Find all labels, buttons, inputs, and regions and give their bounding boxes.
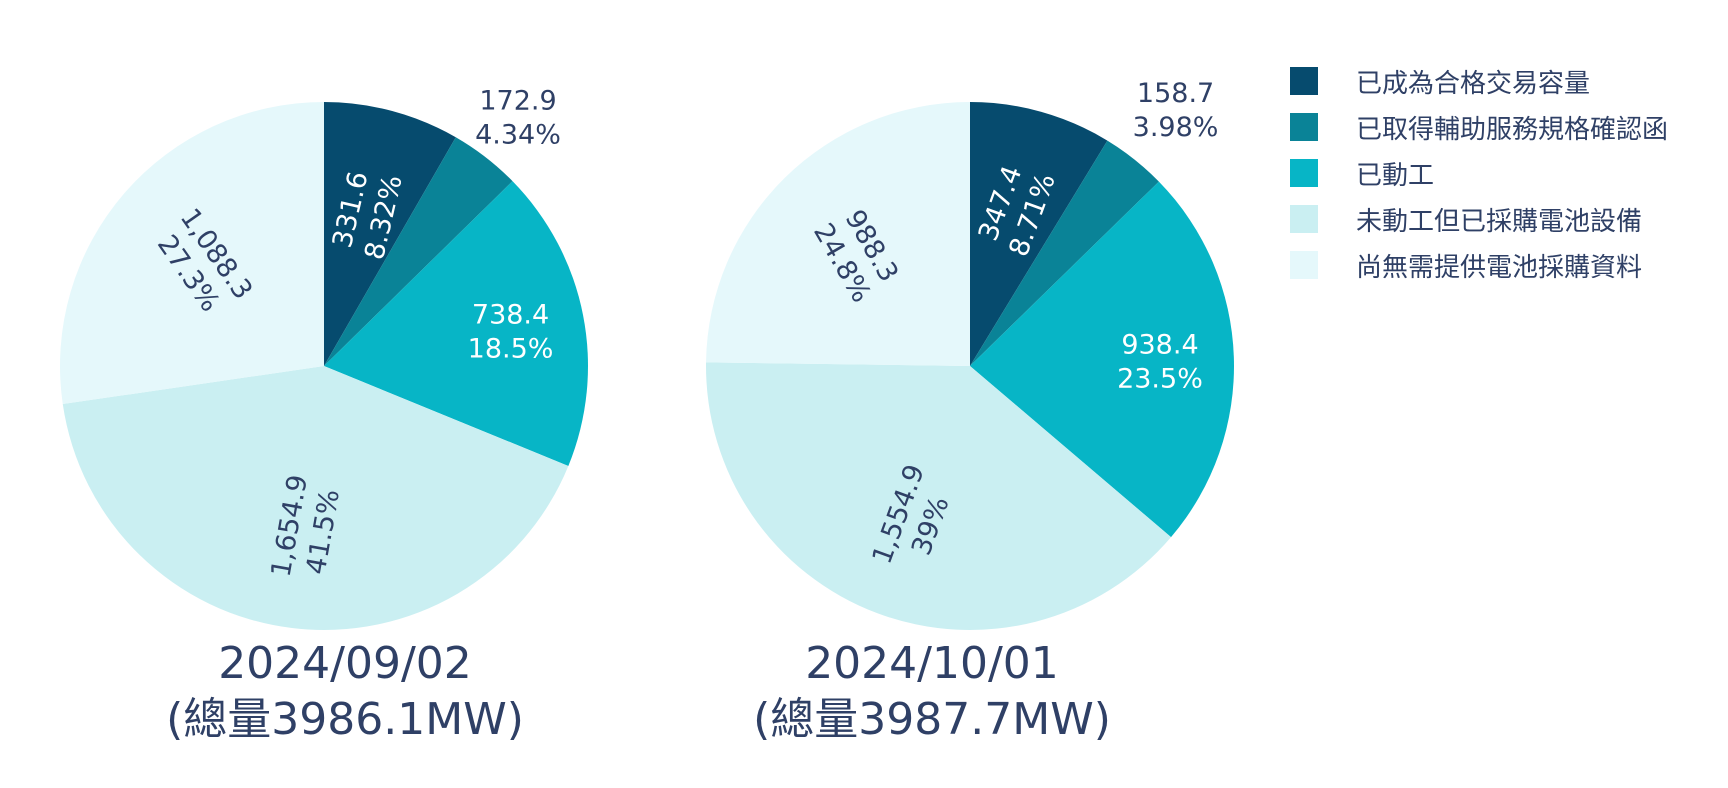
slice-percent-label: 23.5% xyxy=(1117,364,1203,395)
pie-2-slice-no-data-needed[interactable] xyxy=(706,102,970,366)
legend-label: 已取得輔助服務規格確認函 xyxy=(1356,114,1669,145)
pie-2-slice-construction-started[interactable] xyxy=(970,181,1234,538)
slice-percent-label: 18.5% xyxy=(468,333,554,364)
pie-1-label-construction-started: 738.418.5% xyxy=(468,299,554,364)
pie-1-title: 2024/09/02 (總量3986.1MW) xyxy=(45,636,645,748)
slice-value-label: 158.7 xyxy=(1137,78,1214,109)
legend-swatch xyxy=(1290,159,1318,187)
legend-swatch xyxy=(1290,67,1318,95)
pie-1-label-spec-confirmed: 172.94.34% xyxy=(475,86,561,151)
legend-label: 已動工 xyxy=(1356,160,1435,191)
legend: 已成為合格交易容量 已取得輔助服務規格確認函 已動工 未動工但已採購電池設備 尚… xyxy=(1290,58,1668,288)
legend-item-qualified[interactable]: 已成為合格交易容量 xyxy=(1290,58,1668,104)
legend-label: 未動工但已採購電池設備 xyxy=(1356,206,1643,237)
pie-1-title-date: 2024/09/02 xyxy=(218,638,472,689)
pie-2-slice-battery-purchased[interactable] xyxy=(706,362,1172,630)
legend-item-no-data-needed[interactable]: 尚無需提供電池採購資料 xyxy=(1290,242,1668,288)
pie-2-label-spec-confirmed: 158.73.98% xyxy=(1133,78,1219,143)
pie-1-slice-spec-confirmed[interactable] xyxy=(324,137,513,366)
pie-1-title-total: (總量3986.1MW) xyxy=(166,694,524,745)
legend-swatch xyxy=(1290,251,1318,279)
pie-1-slice-battery-purchased[interactable] xyxy=(62,366,569,631)
pie-2-title-date: 2024/10/01 xyxy=(805,638,1059,689)
slice-value-label: 738.4 xyxy=(472,299,549,330)
pie-2-slice-qualified[interactable] xyxy=(970,102,1108,366)
pie-1-slice-no-data-needed[interactable] xyxy=(60,102,324,405)
legend-label: 尚無需提供電池採購資料 xyxy=(1356,252,1643,283)
legend-item-spec-confirmed[interactable]: 已取得輔助服務規格確認函 xyxy=(1290,104,1668,150)
slice-percent-label: 4.34% xyxy=(475,120,561,151)
pie-2-title-total: (總量3987.7MW) xyxy=(753,694,1111,745)
pie-1-label-qualified: 331.68.32% xyxy=(327,169,409,263)
pie-1-slice-qualified[interactable] xyxy=(324,102,456,366)
pie-1-slice-construction-started[interactable] xyxy=(324,181,589,466)
pie-2-title: 2024/10/01 (總量3987.7MW) xyxy=(632,636,1232,748)
slice-value-label: 938.4 xyxy=(1121,330,1198,361)
legend-label: 已成為合格交易容量 xyxy=(1356,68,1591,99)
slice-value-label: 172.9 xyxy=(479,86,556,117)
pie-2-label-construction-started: 938.423.5% xyxy=(1117,330,1203,395)
legend-item-construction-started[interactable]: 已動工 xyxy=(1290,150,1668,196)
legend-swatch xyxy=(1290,205,1318,233)
legend-swatch xyxy=(1290,113,1318,141)
legend-item-battery-purchased[interactable]: 未動工但已採購電池設備 xyxy=(1290,196,1668,242)
slice-percent-label: 3.98% xyxy=(1133,112,1219,143)
pie-2-slice-spec-confirmed[interactable] xyxy=(970,140,1159,366)
